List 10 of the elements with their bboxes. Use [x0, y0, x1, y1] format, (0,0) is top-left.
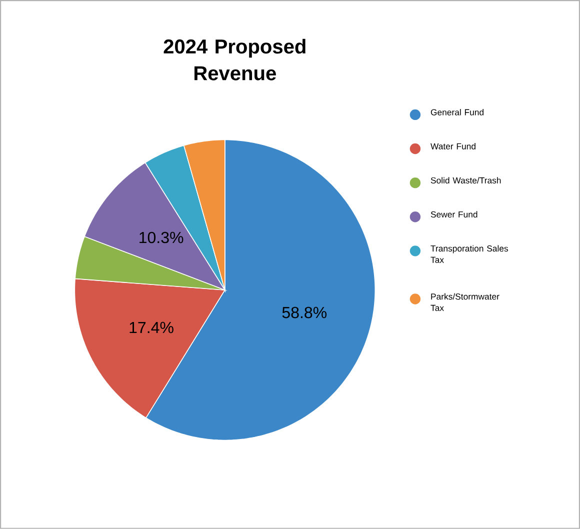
legend-label: Sewer Fund	[430, 211, 478, 218]
data-label: 17.4%	[130, 322, 174, 334]
legend-label: Water Fund	[430, 143, 476, 150]
chart-title: 2024 Proposed Revenue	[164, 38, 306, 80]
data-label: 58.8%	[282, 306, 327, 318]
legend-label: Transporation Sales Tax	[430, 245, 508, 263]
legend-label: Solid Waste/Trash	[430, 177, 501, 184]
data-label: 10.3%	[140, 232, 184, 244]
legend-label: General Fund	[430, 109, 484, 116]
legend-label: Parks/Stormwater Tax	[430, 293, 500, 312]
